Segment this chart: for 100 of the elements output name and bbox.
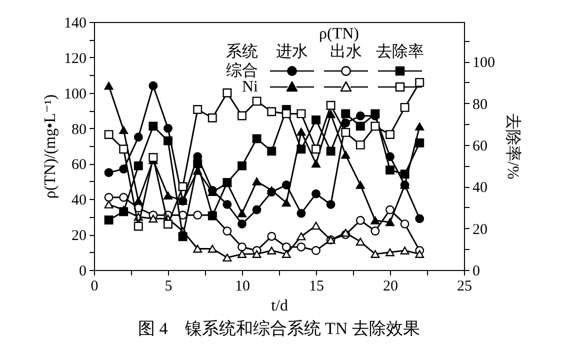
point xyxy=(222,200,232,209)
y2-tick-label: 80 xyxy=(472,96,488,113)
point xyxy=(326,146,336,156)
point xyxy=(164,124,172,133)
point xyxy=(312,222,320,230)
point xyxy=(326,100,336,110)
point xyxy=(386,218,394,226)
point xyxy=(386,130,394,140)
point xyxy=(208,113,217,122)
point xyxy=(222,88,232,98)
point xyxy=(208,244,217,253)
y-tick-label: 100 xyxy=(64,86,86,102)
x-tick-label: 25 xyxy=(457,278,472,294)
point xyxy=(282,109,291,118)
point xyxy=(356,238,365,246)
point xyxy=(282,198,291,207)
point xyxy=(312,189,320,198)
point xyxy=(164,192,172,200)
point xyxy=(400,246,410,254)
point xyxy=(415,78,424,87)
point xyxy=(415,138,424,148)
point xyxy=(193,159,202,168)
point xyxy=(238,111,246,120)
point xyxy=(356,216,365,225)
point xyxy=(312,160,320,168)
point xyxy=(296,128,306,136)
point xyxy=(222,254,232,262)
x-tick-label: 15 xyxy=(309,278,324,294)
annotation: 去除率 xyxy=(376,42,424,60)
point xyxy=(400,102,410,112)
point xyxy=(400,219,410,228)
point xyxy=(341,128,350,137)
point xyxy=(119,207,128,216)
point xyxy=(222,226,232,236)
point xyxy=(104,130,114,140)
point xyxy=(193,244,202,253)
point xyxy=(326,110,336,118)
point xyxy=(252,205,262,214)
x-tick-label: 0 xyxy=(90,278,98,294)
point xyxy=(356,111,365,120)
y-tick-label: 20 xyxy=(72,228,86,244)
point xyxy=(104,82,114,90)
text: 图 4 镍系统和综合系统 TN 去除效果 xyxy=(138,319,420,338)
point xyxy=(193,210,202,220)
point xyxy=(282,250,291,258)
point xyxy=(148,152,158,162)
point xyxy=(415,214,424,224)
annotation: 综合 xyxy=(226,62,258,80)
point xyxy=(386,248,394,256)
y-tick-label: 140 xyxy=(64,16,86,32)
y2-axis-title: 去除率/% xyxy=(504,114,522,180)
annotation: 进水 xyxy=(276,42,308,60)
point xyxy=(282,242,291,252)
y-tick-label: 120 xyxy=(64,50,86,67)
point xyxy=(341,150,350,159)
point xyxy=(252,250,262,258)
point xyxy=(119,144,128,154)
y2-tick-label: 40 xyxy=(472,180,488,196)
point xyxy=(370,250,380,258)
y-tick-label: 0 xyxy=(79,264,86,280)
point xyxy=(178,232,188,242)
annotation: 系统 xyxy=(226,42,258,60)
point xyxy=(415,250,424,258)
y-tick-label: 80 xyxy=(72,122,86,138)
point xyxy=(134,222,143,231)
point xyxy=(134,132,143,142)
point xyxy=(341,109,350,118)
point xyxy=(238,242,246,252)
point xyxy=(134,161,143,170)
annotation: 出水 xyxy=(330,42,362,60)
point xyxy=(326,200,336,209)
point xyxy=(267,186,276,194)
point xyxy=(386,165,394,174)
point xyxy=(178,182,188,192)
x-tick-label: 20 xyxy=(383,278,398,294)
x-tick-label: 10 xyxy=(235,278,250,294)
point xyxy=(312,115,320,124)
point xyxy=(341,228,350,237)
point xyxy=(386,205,394,214)
point xyxy=(104,200,114,208)
point xyxy=(296,242,306,252)
point xyxy=(296,208,306,218)
point xyxy=(148,214,158,223)
point xyxy=(400,170,410,179)
point xyxy=(252,134,262,144)
point xyxy=(267,146,276,156)
point xyxy=(252,96,262,106)
x-tick-label: 5 xyxy=(164,278,172,294)
annotation: Ni xyxy=(242,78,259,96)
y-tick-label: 60 xyxy=(72,157,86,174)
point xyxy=(267,107,276,116)
point xyxy=(312,246,320,255)
point xyxy=(296,232,306,240)
y2-tick-label: 20 xyxy=(472,222,488,238)
point xyxy=(238,209,246,218)
point xyxy=(252,177,262,186)
point xyxy=(296,109,306,118)
y2-tick-label: 60 xyxy=(472,138,488,154)
point xyxy=(148,122,158,131)
y2-tick-label: 0 xyxy=(472,264,480,280)
